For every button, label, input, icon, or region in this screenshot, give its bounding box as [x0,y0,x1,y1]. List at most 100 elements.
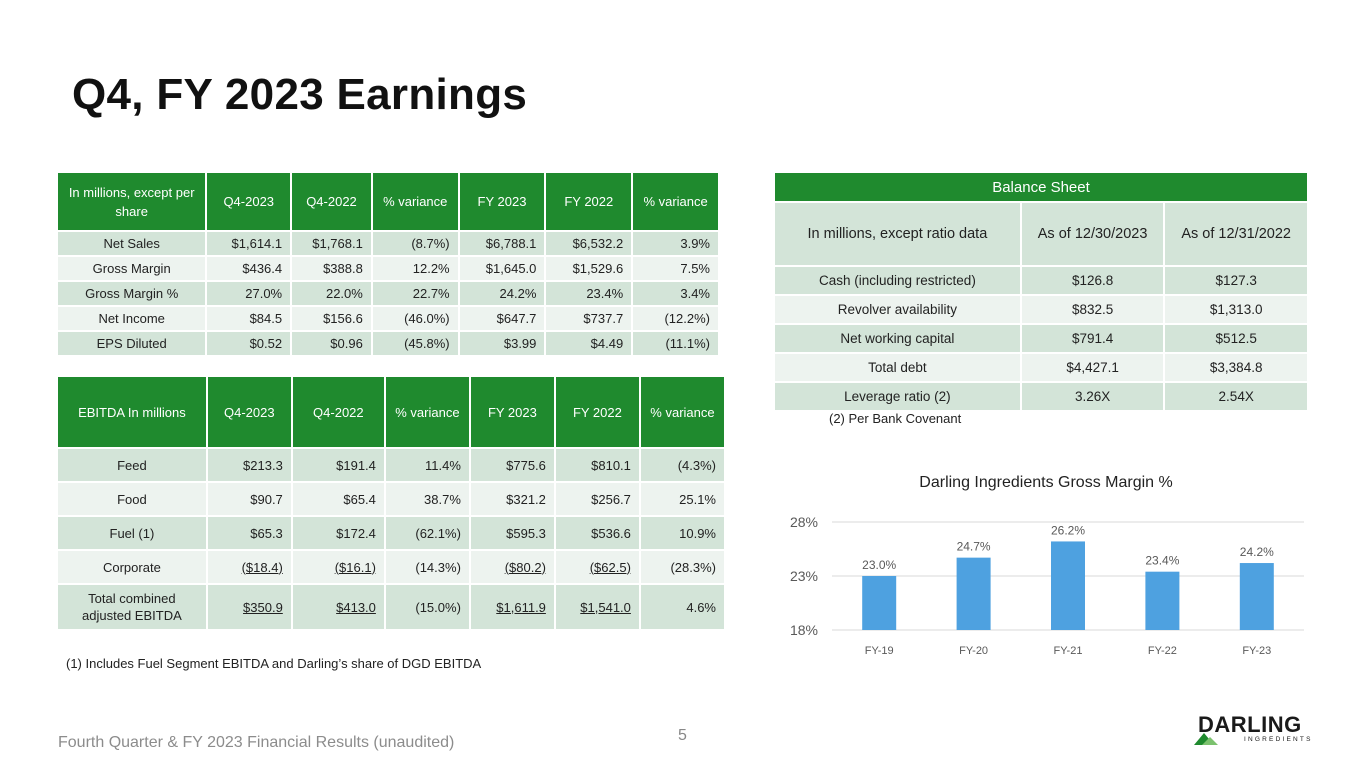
bar [956,557,991,630]
table-cell: $90.7 [207,483,291,515]
t2-header-2: Q4-2022 [292,377,384,447]
table-cell: (45.8%) [372,332,458,355]
table-cell: ($16.1) [292,551,384,583]
x-tick-label: FY-22 [1148,645,1177,657]
t3-header-2: As of 12/31/2022 [1165,203,1307,265]
x-tick-label: FY-19 [865,645,894,657]
table-cell: 3.4% [633,282,718,305]
table-cell: $536.6 [555,517,639,549]
row-label: Food [58,483,206,515]
table-cell: (4.3%) [640,449,724,481]
table-cell: $1,614.1 [207,232,291,255]
table-cell: $647.7 [459,307,545,330]
gross-margin-chart: Darling Ingredients Gross Margin % 18% 23… [776,464,1316,664]
t2-header-4: FY 2023 [470,377,554,447]
data-label: 24.2% [1240,545,1274,559]
table-cell: (8.7%) [372,232,458,255]
table-cell: $0.52 [207,332,291,355]
table-cell: $775.6 [470,449,554,481]
table-cell: (14.3%) [385,551,469,583]
table-cell: $84.5 [207,307,291,330]
row-label: Leverage ratio (2) [775,383,1020,410]
table-row: Total combined adjusted EBITDA $350.9 $413… [58,585,724,629]
table-row: Cash (including restricted) $126.8 $127.3 [775,267,1307,294]
table-cell: $1,645.0 [459,257,545,280]
x-tick-label: FY-23 [1242,645,1271,657]
table-cell: (46.0%) [372,307,458,330]
table-cell: ($18.4) [207,551,291,583]
table-cell: 3.9% [633,232,718,255]
table-cell: $1,611.9 [470,585,554,629]
row-label: Corporate [58,551,206,583]
table-cell: 22.7% [372,282,458,305]
table-row: Food $90.7 $65.4 38.7% $321.2 $256.7 25.1% [58,483,724,515]
row-label: Total debt [775,354,1020,381]
table-cell: (62.1%) [385,517,469,549]
chart-title: Darling Ingredients Gross Margin % [919,474,1173,491]
row-label: Feed [58,449,206,481]
table-row: Total debt $4,427.1 $3,384.8 [775,354,1307,381]
table-cell: $595.3 [470,517,554,549]
table-cell: $1,541.0 [555,585,639,629]
t2-header-1: Q4-2023 [207,377,291,447]
table-cell: $6,788.1 [459,232,545,255]
bar [1051,541,1085,630]
table-row: Leverage ratio (2) 3.26X 2.54X [775,383,1307,410]
table-cell: 23.4% [546,282,632,305]
table-cell: $172.4 [292,517,384,549]
table-cell: 38.7% [385,483,469,515]
t1-header-3: % variance [372,173,458,230]
table-cell: $4,427.1 [1021,354,1164,381]
data-label: 26.2% [1051,523,1085,537]
page-title: Q4, FY 2023 Earnings [72,70,528,119]
table-cell: $737.7 [546,307,632,330]
table-cell: 2.54X [1165,383,1307,410]
row-label: Cash (including restricted) [775,267,1020,294]
table-row: Net Income $84.5 $156.6 (46.0%) $647.7 $737.7… [58,307,718,330]
row-label: Total combined adjusted EBITDA [58,585,206,629]
t1-header-6: % variance [633,173,718,230]
table-cell: $156.6 [292,307,371,330]
table-cell: 25.1% [640,483,724,515]
darling-logo: DARLING INGREDIENTS [1192,712,1312,748]
page-number: 5 [678,727,687,744]
y-tick-label: 23% [790,568,818,584]
row-label: EPS Diluted [58,332,206,355]
table-cell: $4.49 [546,332,632,355]
bar [862,576,897,630]
table-cell: (28.3%) [640,551,724,583]
data-label: 23.4% [1145,554,1179,568]
table-cell: $1,768.1 [292,232,371,255]
t2-header-5: FY 2022 [555,377,639,447]
table-cell: $413.0 [292,585,384,629]
table-cell: $512.5 [1165,325,1307,352]
y-tick-label: 28% [790,514,818,530]
table-cell: $0.96 [292,332,371,355]
y-tick-label: 18% [790,622,818,638]
table-row: Feed $213.3 $191.4 11.4% $775.6 $810.1 (4.3%) [58,449,724,481]
t1-header-1: Q4-2023 [207,173,291,230]
table-cell: ($80.2) [470,551,554,583]
chart-plot: 18% 23% 28% 23.0% FY-19 24.7% FY-20 26.2% FY-21 2… [790,514,1304,657]
table-cell: 12.2% [372,257,458,280]
table-cell: $388.8 [292,257,371,280]
table-row: Net Sales $1,614.1 $1,768.1 (8.7%) $6,788.1 $… [58,232,718,255]
table-cell: $6,532.2 [546,232,632,255]
row-label: Net Income [58,307,206,330]
ebitda-footnote: (1) Includes Fuel Segment EBITDA and Dar… [66,656,482,671]
balance-sheet-footnote: (2) Per Bank Covenant [829,411,962,426]
table-row: Net working capital $791.4 $512.5 [775,325,1307,352]
table-cell: $65.3 [207,517,291,549]
table-cell: 27.0% [207,282,291,305]
table-row: Revolver availability $832.5 $1,313.0 [775,296,1307,323]
table-row: EPS Diluted $0.52 $0.96 (45.8%) $3.99 $4.49 (1… [58,332,718,355]
table-row: Gross Margin % 27.0% 22.0% 22.7% 24.2% 23.4% 3… [58,282,718,305]
balance-sheet-table: Balance Sheet In millions, except ratio … [773,171,1309,412]
t1-header-5: FY 2022 [546,173,632,230]
t1-header-2: Q4-2022 [292,173,371,230]
table-cell: 7.5% [633,257,718,280]
x-tick-label: FY-21 [1054,645,1083,657]
row-label: Fuel (1) [58,517,206,549]
row-label: Net working capital [775,325,1020,352]
table-cell: $321.2 [470,483,554,515]
